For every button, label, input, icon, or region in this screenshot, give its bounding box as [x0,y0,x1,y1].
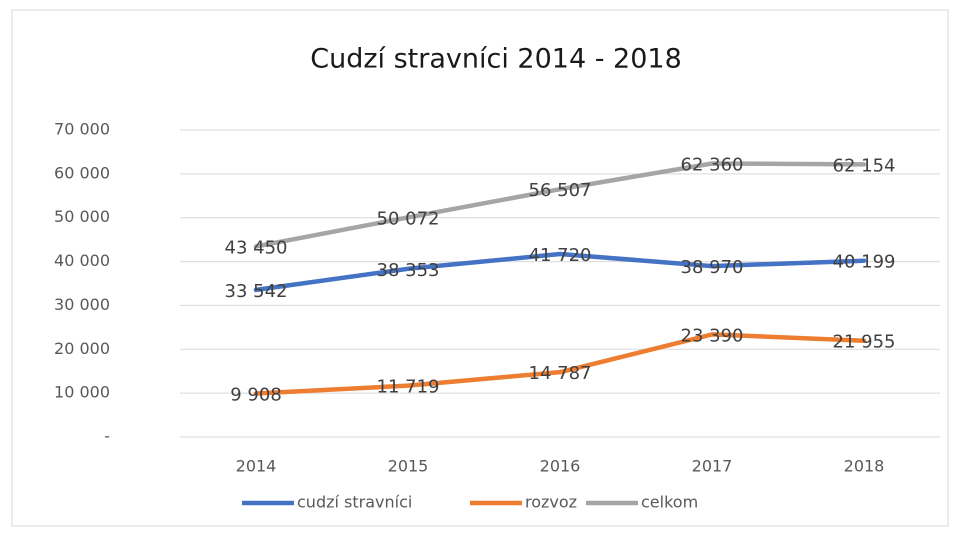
x-tick-label: 2018 [844,457,885,476]
y-tick-label: 70 000 [54,120,110,139]
series-line [253,332,867,396]
data-label: 56 507 [529,180,592,201]
data-label: 21 955 [833,332,896,353]
data-label: 14 787 [529,363,592,384]
data-label: 62 360 [681,155,744,176]
y-tick-label: - [104,427,110,446]
y-tick-label: 50 000 [54,207,110,226]
y-tick-label: 10 000 [54,383,110,402]
x-tick-label: 2017 [692,457,733,476]
data-label: 23 390 [681,325,744,346]
data-label: 11 719 [377,377,440,398]
y-tick-label: 20 000 [54,339,110,358]
legend-label: celkom [641,493,698,512]
data-label: 33 542 [225,281,288,302]
legend-label: rozvoz [525,493,577,512]
data-label: 41 720 [529,245,592,266]
x-tick-label: 2015 [388,457,429,476]
x-tick-label: 2016 [540,457,581,476]
x-tick-label: 2014 [236,457,277,476]
series-line [253,161,867,249]
data-label: 40 199 [833,252,896,273]
data-label: 9 908 [230,385,282,406]
data-label: 38 353 [377,260,440,281]
chart-frame [11,9,949,527]
series-line [253,251,867,293]
data-label: 43 450 [225,237,288,258]
y-tick-label: 40 000 [54,251,110,270]
legend-label: cudzí stravníci [297,493,412,512]
data-label: 62 154 [833,155,896,176]
chart-title: Cudzí stravníci 2014 - 2018 [310,44,682,75]
data-label: 50 072 [377,208,440,229]
y-tick-label: 30 000 [54,295,110,314]
y-tick-label: 60 000 [54,163,110,182]
data-label: 38 970 [681,257,744,278]
